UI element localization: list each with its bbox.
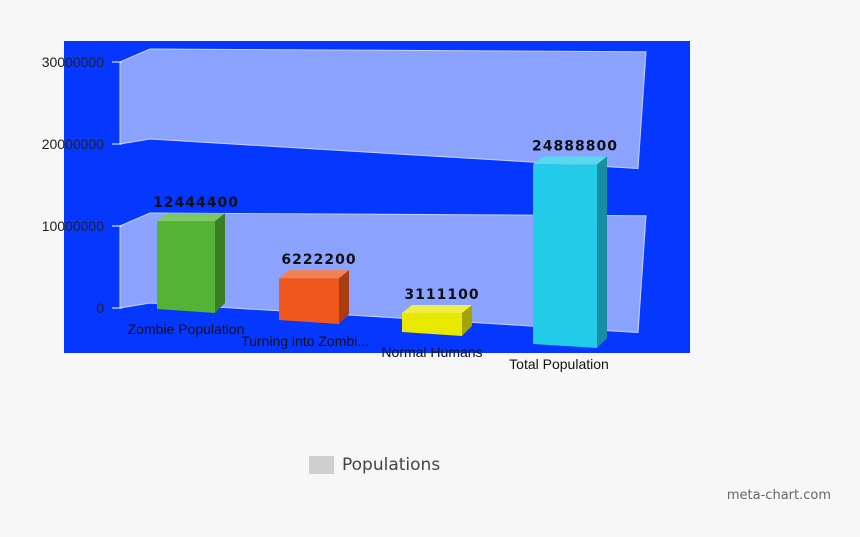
bars: 12444400 6222200 3111100 24888800 [153,138,618,348]
bar-side [339,270,349,324]
category-label: Zombie Population [128,321,245,337]
bar-side [462,305,472,336]
y-tick-label: 10000000 [42,218,105,234]
bar-1: 12444400 [153,195,239,313]
bar-front [157,221,215,313]
y-tick-label: 30000000 [42,54,105,70]
y-axis-ticks: 0 10000000 20000000 30000000 [42,54,122,316]
bar-2: 6222200 [279,252,356,324]
credit-text: meta-chart.com [726,488,831,503]
bar-top [402,305,472,314]
legend-swatch [309,456,334,474]
bar-value-label: 24888800 [532,138,618,154]
bar-front [533,164,597,348]
bar-front [279,278,339,324]
bar-top [157,213,225,222]
bar-top [533,156,607,165]
category-label: Total Population [509,356,609,372]
legend-label: Populations [342,455,441,475]
bar-3: 3111100 [402,287,479,336]
bar-4: 24888800 [532,138,618,348]
bar-side [215,213,225,313]
bar-front [402,313,462,336]
y-tick-label: 20000000 [42,136,105,152]
legend: Populations [309,455,440,475]
y-tick-label: 0 [96,300,104,316]
bar-side [597,156,607,348]
category-label: Normal Humans [381,344,482,360]
bar-value-label: 3111100 [404,287,479,303]
bar-value-label: 6222200 [281,252,356,268]
category-label: Turning into Zombi... [241,333,369,349]
bar-top [279,270,349,279]
bar-value-label: 12444400 [153,195,239,211]
grid-walls [119,48,647,333]
